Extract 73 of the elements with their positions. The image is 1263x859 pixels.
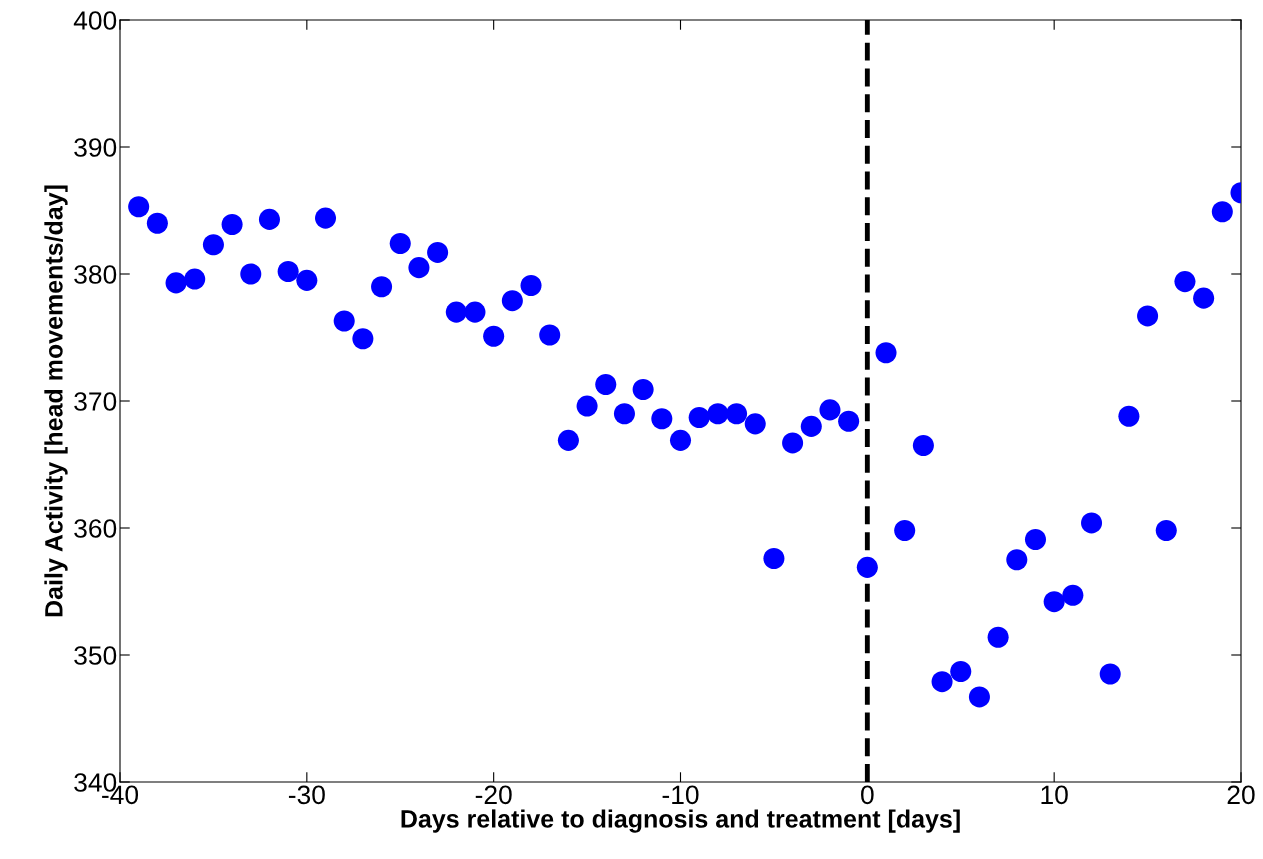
y-tick-label: 400 — [73, 11, 117, 30]
point — [128, 196, 150, 218]
point — [333, 310, 355, 332]
x-tick-label: -30 — [288, 785, 325, 805]
point — [651, 408, 673, 430]
point — [202, 234, 224, 256]
point — [1211, 201, 1233, 223]
point — [707, 403, 729, 425]
point — [389, 232, 411, 255]
point — [184, 268, 206, 290]
point — [483, 325, 505, 347]
y-tick-label: 350 — [74, 646, 117, 665]
point — [782, 432, 804, 454]
point — [445, 301, 467, 323]
point — [875, 342, 897, 364]
point — [1099, 663, 1121, 685]
point — [669, 429, 692, 451]
point — [1137, 305, 1159, 327]
point — [1118, 405, 1140, 427]
point — [931, 671, 953, 693]
point — [240, 263, 262, 285]
point — [408, 257, 430, 279]
point — [688, 406, 710, 429]
point — [838, 410, 860, 432]
point — [1062, 584, 1084, 606]
point — [277, 260, 299, 282]
point — [1006, 549, 1028, 571]
point — [427, 241, 449, 263]
point — [744, 413, 766, 435]
point — [371, 276, 393, 298]
point — [950, 660, 972, 683]
x-tick-label: -10 — [662, 785, 699, 805]
x-tick-label: 0 — [861, 785, 874, 805]
point — [464, 301, 486, 323]
point — [632, 379, 654, 401]
point — [763, 547, 785, 570]
point — [352, 328, 374, 350]
point — [800, 415, 822, 437]
point — [539, 324, 561, 346]
point — [595, 373, 617, 396]
point — [165, 272, 187, 294]
y-axis-title: Daily Activity [head movements/day] — [44, 185, 68, 617]
y-tick-label: 370 — [74, 392, 117, 411]
x-tick-label: 10 — [1041, 785, 1068, 805]
point — [856, 556, 878, 578]
point — [146, 212, 168, 234]
point — [1193, 287, 1215, 309]
point — [894, 520, 916, 542]
point — [520, 274, 542, 296]
point — [968, 686, 990, 708]
point — [221, 213, 243, 235]
point — [819, 399, 841, 421]
point — [1081, 512, 1103, 534]
point — [1174, 271, 1196, 293]
point — [314, 207, 337, 229]
point — [613, 403, 635, 425]
point — [1043, 591, 1065, 613]
point — [726, 403, 748, 425]
point — [501, 290, 523, 312]
y-tick-label: 360 — [74, 519, 117, 538]
point — [258, 208, 280, 230]
point — [1024, 528, 1047, 550]
x-axis-title: Days relative to diagnosis and treatment [days] — [401, 809, 960, 833]
y-tick-label: 390 — [74, 138, 117, 157]
point — [296, 269, 318, 291]
y-tick-label: 380 — [74, 265, 117, 284]
point — [912, 434, 934, 456]
x-tick-label: 20 — [1227, 785, 1255, 805]
point — [557, 429, 579, 451]
x-tick-label: -20 — [475, 785, 512, 805]
point — [987, 626, 1009, 648]
point — [1155, 520, 1177, 542]
point — [576, 395, 598, 417]
